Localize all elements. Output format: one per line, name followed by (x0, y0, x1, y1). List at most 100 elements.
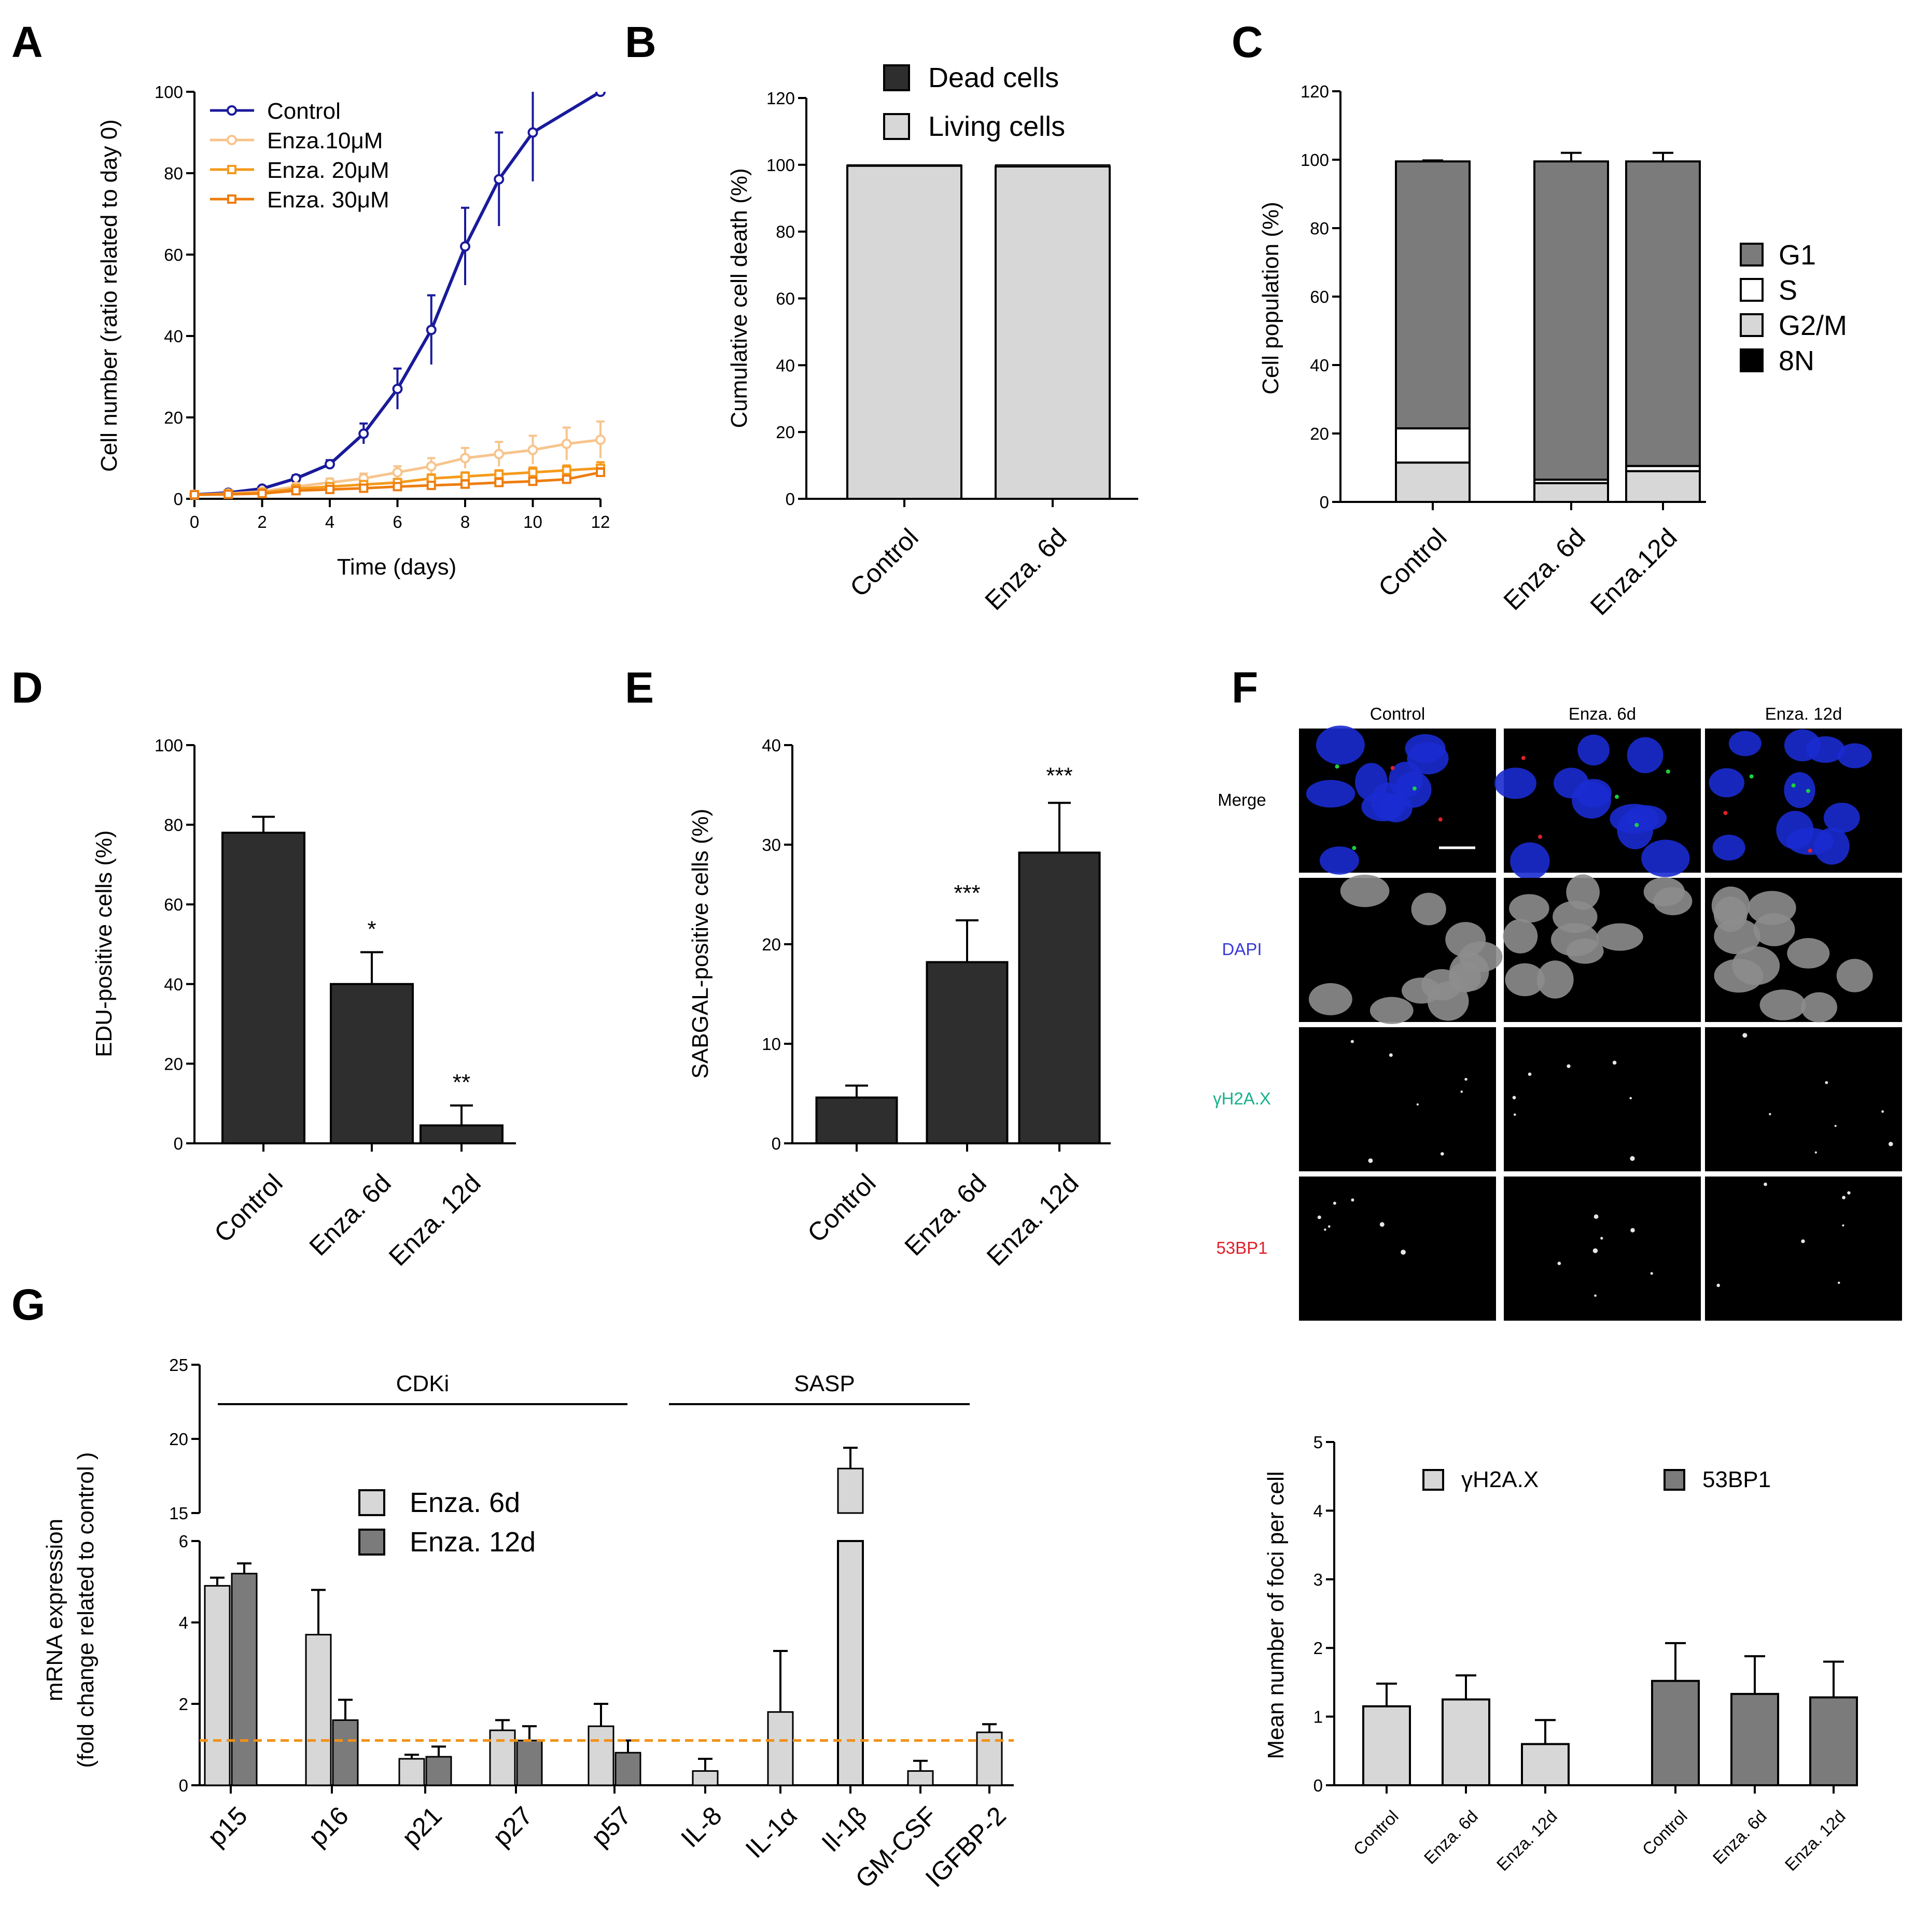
F-image-0-1 (1494, 729, 1701, 880)
F-nucleus (1627, 737, 1664, 774)
F-focus (1528, 1072, 1532, 1076)
F-focus (1806, 789, 1811, 793)
F-focus (1842, 1224, 1844, 1227)
D-x-tick-label: Enza. 12d (383, 1168, 486, 1271)
F2-x-tick-label: Control (1639, 1807, 1691, 1859)
F-focus (1881, 1110, 1884, 1113)
F-nucleus (1449, 962, 1481, 992)
B-y-tick-label: 0 (786, 489, 795, 509)
G-bar-6d (305, 1634, 332, 1786)
G-x-tick-label: p16 (303, 1801, 354, 1852)
panel-label-D: D (11, 663, 43, 712)
F-focus (1742, 1033, 1748, 1038)
A-point (291, 486, 301, 496)
F-image-0-2 (1705, 729, 1902, 873)
B-bar-living (995, 165, 1111, 500)
G-y-tick-label: 4 (179, 1613, 188, 1632)
A-point (426, 481, 436, 491)
F-image-background (1299, 1027, 1496, 1171)
B-y-tick-label: 100 (766, 156, 795, 175)
B-bar-living (846, 164, 962, 500)
A-x-tick-label: 0 (190, 512, 199, 531)
F-nucleus (1316, 725, 1365, 765)
A-legend-label: Control (267, 99, 341, 124)
B-bar-dead (995, 164, 1110, 167)
C-legend-swatch (1740, 313, 1764, 337)
G-x-tick-label: p57 (585, 1801, 637, 1852)
A-y-tick-label: 20 (164, 408, 183, 427)
panel-label-C: C (1232, 18, 1263, 66)
F-focus (1351, 1198, 1354, 1202)
C-legend-label: S (1779, 275, 1797, 306)
G-bar-6d (588, 1725, 614, 1786)
F-focus (1328, 1225, 1331, 1228)
F-image-3-2 (1705, 1177, 1902, 1321)
C-bar-S (1395, 427, 1471, 464)
F-nucleus (1494, 767, 1536, 799)
E-bar (1018, 851, 1101, 1144)
A-point (359, 483, 369, 493)
F-image-2-1 (1504, 1027, 1701, 1171)
F-focus (1838, 1281, 1840, 1284)
A-point (460, 453, 470, 464)
F-nucleus (1714, 959, 1764, 993)
C-y-tick-label: 120 (1301, 82, 1329, 101)
B-legend-swatch (883, 64, 910, 91)
F-focus (1390, 766, 1395, 771)
C-bar-G1 (1395, 160, 1471, 430)
D-bar (330, 983, 414, 1145)
F-focus (1847, 1191, 1851, 1195)
G-bar-12d (516, 1740, 543, 1786)
D-y-axis-label: EDU-positive cells (%) (91, 830, 117, 1057)
A-point (596, 467, 605, 477)
G-bar-12d (614, 1752, 641, 1786)
F2-y-tick-label: 0 (1313, 1776, 1323, 1795)
F-nucleus (1641, 839, 1690, 877)
A-point (562, 474, 571, 484)
F-nucleus (1714, 918, 1760, 955)
A-point (392, 467, 403, 478)
F-row-label: DAPI (1222, 940, 1262, 959)
C-y-tick-label: 80 (1310, 219, 1329, 238)
B-y-tick-label: 80 (776, 222, 795, 242)
F-nucleus (1566, 938, 1604, 964)
F-image-background (1705, 1177, 1902, 1321)
F-focus (1808, 848, 1812, 853)
F-column-label: Enza. 6d (1569, 704, 1636, 723)
C-y-axis-label: Cell population (%) (1258, 202, 1283, 395)
A-point (392, 384, 403, 395)
panel-label-A: A (11, 18, 43, 66)
D-bar (420, 1124, 504, 1144)
F-image-3-0 (1299, 1177, 1496, 1321)
F-nucleus (1596, 923, 1643, 951)
F2-bar (1651, 1679, 1700, 1786)
G-group-label: SASP (794, 1371, 855, 1396)
C-bar-G2M (1625, 470, 1701, 503)
C-legend-label: G2/M (1779, 310, 1847, 341)
F-nucleus (1577, 734, 1610, 766)
F-focus (1716, 1283, 1720, 1287)
F-nucleus (1806, 736, 1845, 763)
A-x-tick-label: 6 (393, 512, 402, 531)
E-significance: *** (954, 880, 980, 906)
E-y-tick-label: 40 (762, 736, 781, 755)
B-y-tick-label: 60 (776, 289, 795, 309)
F-nucleus (1711, 886, 1750, 925)
D-significance: * (367, 916, 376, 942)
A-point (358, 428, 369, 439)
F-focus (1600, 1237, 1603, 1240)
D-x-tick-label: Enza. 6d (304, 1168, 397, 1261)
G-x-tick-label: IL-8 (675, 1801, 728, 1853)
F-focus (1389, 1053, 1393, 1057)
G-bar-6d (837, 1540, 864, 1786)
C-legend-swatch (1740, 348, 1764, 372)
F2-y-tick-label: 4 (1313, 1501, 1323, 1520)
C-legend-label: 8N (1779, 345, 1814, 376)
A-point (426, 325, 437, 335)
F-nucleus (1837, 743, 1872, 768)
D-y-tick-label: 20 (164, 1054, 183, 1073)
F2-x-tick-label: Control (1350, 1807, 1402, 1859)
F-focus (1634, 823, 1639, 828)
F-focus (1629, 1097, 1632, 1100)
